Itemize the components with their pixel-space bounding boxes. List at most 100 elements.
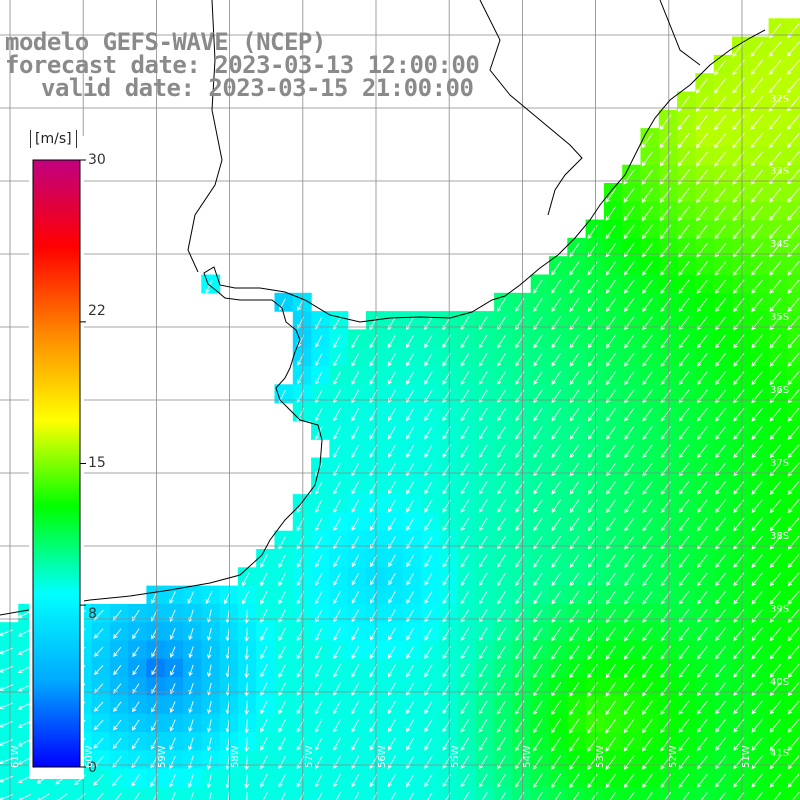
wind-arrow (333, 371, 341, 385)
wind-arrow (93, 774, 104, 786)
wind-arrow (751, 261, 763, 276)
wind-arrow (769, 297, 782, 313)
wind-arrow (569, 334, 580, 349)
wind-arrow (244, 773, 249, 789)
wind-arrow (751, 572, 763, 587)
wind-arrow (569, 517, 580, 532)
wind-arrow (351, 426, 360, 440)
wind-cell (786, 256, 800, 276)
wind-arrow (244, 737, 249, 753)
wind-arrow (112, 737, 122, 750)
wind-arrow (532, 682, 543, 697)
wind-arrow (387, 719, 396, 733)
wind-arrow (569, 481, 580, 495)
wind-cell (786, 146, 800, 166)
wind-arrow (786, 59, 800, 75)
wind-arrow (792, 792, 800, 800)
wind-arrow (188, 627, 194, 641)
wind-arrow (278, 627, 286, 642)
wind-arrow (605, 700, 617, 716)
wind-arrow (497, 572, 506, 587)
border-line (479, 0, 583, 216)
wind-cell (439, 549, 459, 568)
wind-arrow (677, 114, 690, 131)
wind-arrow (569, 700, 580, 716)
wind-cell (658, 549, 678, 568)
wind-arrow (260, 572, 268, 587)
wind-arrow (787, 572, 800, 587)
wind-arrow (113, 665, 122, 676)
wind-arrow (569, 572, 580, 587)
wind-arrow (478, 737, 488, 751)
wind-arrow (715, 352, 727, 367)
wind-arrow (132, 665, 140, 676)
wind-arrow (551, 499, 561, 513)
wind-arrow (37, 793, 50, 800)
wind-cell (786, 732, 800, 751)
wind-arrow (134, 792, 140, 800)
wind-arrow (751, 682, 763, 697)
wind-cell (329, 786, 349, 800)
wind-arrow (533, 298, 543, 312)
wind-arrow (169, 664, 176, 676)
lat-label: 41S (770, 748, 790, 759)
wind-arrow (551, 627, 562, 642)
wind-arrow (678, 737, 690, 752)
wind-arrow (551, 590, 561, 605)
wind-arrow (460, 719, 470, 733)
wind-arrow (715, 481, 727, 495)
wind-arrow (317, 792, 323, 800)
wind-arrow (696, 718, 708, 733)
wind-arrow (732, 206, 745, 222)
wind-arrow (388, 645, 396, 660)
wind-cell (732, 128, 751, 147)
wind-arrow (569, 645, 580, 660)
wind-arrow (536, 792, 543, 800)
wind-arrow (351, 645, 360, 660)
wind-arrow (551, 645, 562, 660)
wind-arrow (787, 426, 800, 440)
wind-cell (109, 750, 129, 770)
wind-arrow (260, 664, 268, 678)
wind-arrow (769, 627, 782, 642)
wind-arrow (605, 609, 617, 624)
wind-arrow (569, 773, 580, 789)
wind-cell (640, 786, 660, 800)
wind-cell (439, 786, 459, 800)
wind-cell (164, 786, 184, 800)
wind-arrow (642, 371, 653, 386)
wind-arrow (0, 665, 14, 673)
wind-arrow (0, 775, 14, 783)
wind-arrow (715, 718, 727, 733)
wind-arrow (769, 499, 782, 514)
wind-arrow (696, 755, 708, 770)
wind-arrow (225, 609, 231, 624)
wind-cell (658, 420, 678, 440)
wind-arrow (17, 684, 32, 692)
wind-arrow (460, 590, 470, 605)
wind-arrow (478, 407, 488, 422)
wind-arrow (695, 77, 709, 94)
wind-arrow (697, 572, 708, 587)
wind-arrow (333, 407, 341, 422)
wind-cell (732, 54, 751, 74)
wind-arrow (351, 334, 360, 349)
wind-cell (786, 677, 800, 696)
wind-cell (585, 292, 605, 312)
wind-arrow (315, 517, 323, 532)
wind-arrow (131, 719, 140, 731)
wind-arrow (278, 719, 286, 733)
wind-arrow (496, 664, 506, 678)
wind-cell (274, 786, 294, 800)
wind-arrow (424, 554, 433, 568)
wind-arrow (551, 718, 562, 734)
wind-arrow (278, 700, 286, 715)
wind-arrow (460, 353, 470, 367)
wind-cell (786, 237, 800, 257)
wind-arrow (569, 297, 580, 312)
wind-arrow (642, 352, 653, 367)
wind-arrow (188, 701, 194, 714)
wind-arrow (769, 426, 782, 440)
wind-cell (36, 786, 56, 800)
wind-arrow (787, 773, 800, 788)
